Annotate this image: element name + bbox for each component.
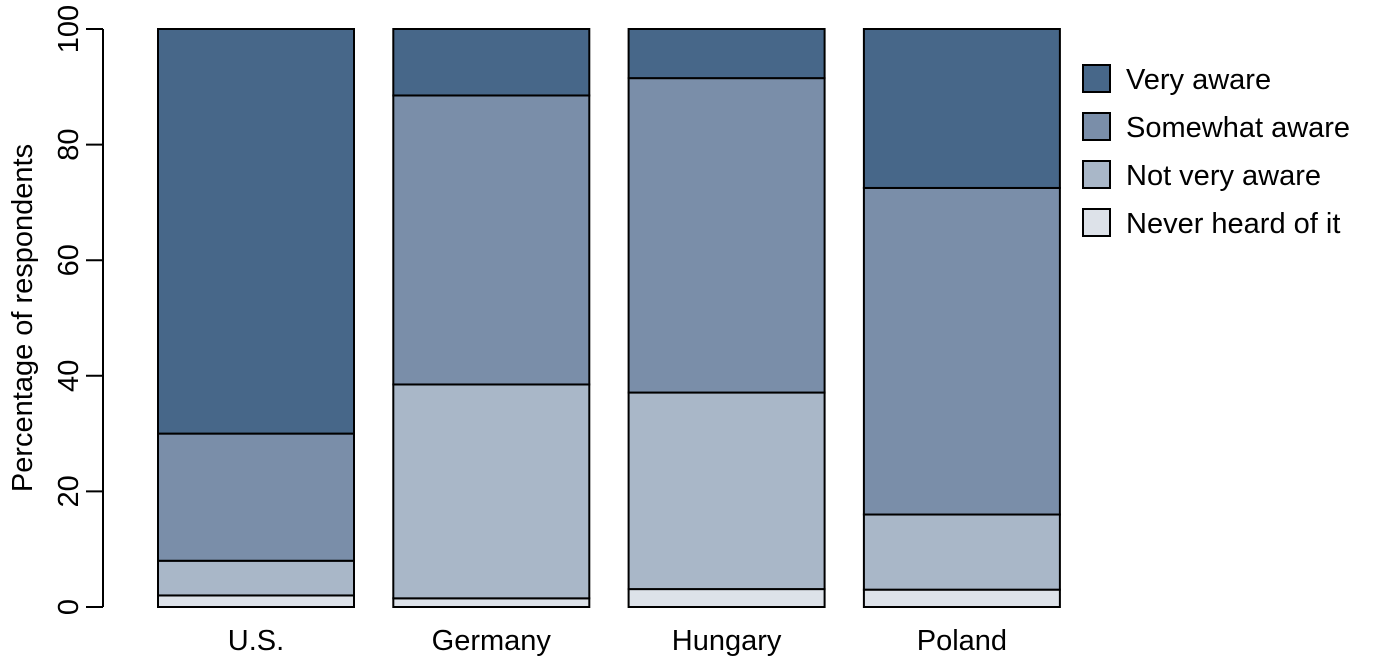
y-tick-label: 80 [53, 128, 85, 160]
legend-label: Not very aware [1126, 160, 1321, 192]
bar-segment [157, 559, 355, 597]
bar-segment [392, 28, 591, 97]
y-tick-label: 60 [53, 244, 85, 276]
y-axis-title: Percentage of respondents [7, 144, 39, 492]
bar-segment [862, 513, 1061, 591]
bar-segment [627, 77, 826, 394]
y-axis: 0 20 40 60 80 100 [53, 5, 104, 615]
legend-swatch [1082, 64, 1111, 93]
bar-segment [157, 432, 355, 562]
bar-segment [392, 94, 591, 386]
legend: Very aware Somewhat aware Not very aware Ne… [1082, 64, 1350, 240]
x-tick-label: Germany [432, 625, 552, 657]
bar-segment [157, 28, 355, 435]
bar-segment [862, 28, 1061, 189]
bar-segment [392, 597, 591, 609]
x-axis-labels: U.S. Germany Hungary Poland [228, 625, 1007, 657]
y-tick-label: 20 [53, 475, 85, 507]
y-tick-label: 100 [53, 5, 85, 53]
bar-segment [627, 28, 826, 80]
bar-segment [392, 383, 591, 600]
legend-label: Never heard of it [1126, 208, 1340, 240]
bar-segment [157, 594, 355, 609]
bars [157, 28, 1061, 609]
bar-segment [862, 588, 1061, 608]
legend-label: Very aware [1126, 64, 1271, 96]
bar-segment [862, 186, 1061, 516]
y-tick-label: 0 [53, 599, 85, 615]
bar-segment [627, 391, 826, 591]
legend-label: Somewhat aware [1126, 112, 1350, 144]
legend-swatch [1082, 160, 1111, 189]
bar-segment [627, 588, 826, 608]
x-tick-label: Poland [917, 625, 1007, 657]
legend-swatch [1082, 112, 1111, 141]
y-tick-label: 40 [53, 360, 85, 392]
x-tick-label: Hungary [672, 625, 782, 657]
legend-swatch [1082, 208, 1111, 237]
x-tick-label: U.S. [228, 625, 284, 657]
